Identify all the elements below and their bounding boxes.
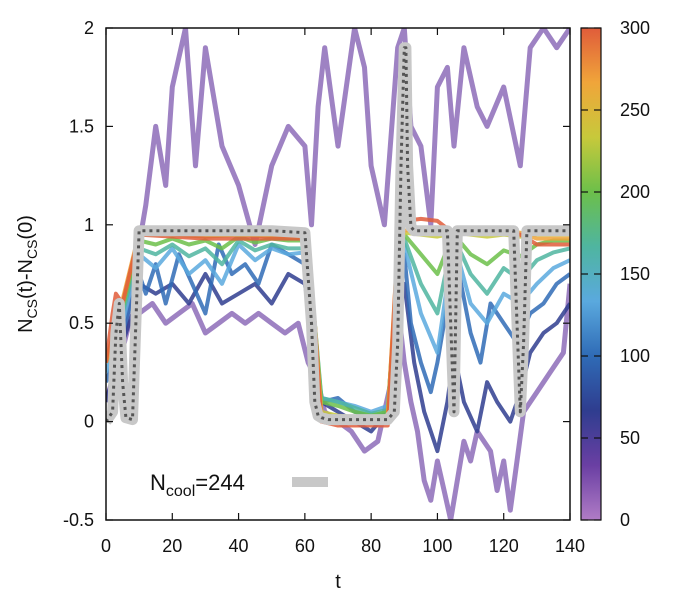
y-tick-label: 1.5 [69, 116, 94, 136]
colorbar-tick-label: 100 [620, 346, 650, 366]
y-axis-title-part: CS [24, 299, 40, 318]
colorbar-axis: 0 50 100 150 200 250 300 [581, 18, 650, 530]
colorbar-tick-label: 150 [620, 264, 650, 284]
y-axis-title: NCS(t)-NCS(0) [15, 215, 40, 333]
x-tick-label: 80 [361, 536, 381, 556]
legend-label-part: cool [166, 483, 195, 500]
legend-label: Ncool=244 [150, 470, 245, 500]
y-tick-label: -0.5 [63, 510, 94, 530]
x-tick-label: 60 [295, 536, 315, 556]
y-axis-title-part: N [15, 318, 37, 332]
y-axis-title-part: (t)-N [15, 259, 37, 299]
x-axis-title: t [335, 571, 341, 593]
colorbar-tick-label: 250 [620, 100, 650, 120]
x-tick-label: 140 [555, 536, 585, 556]
series-line-run-6 [106, 232, 570, 418]
y-axis-title-part: CS [24, 240, 40, 259]
y-tick-label: 1 [84, 215, 94, 235]
colorbar-tick-label: 0 [620, 510, 630, 530]
series-line-run-2 [106, 272, 570, 454]
legend-label-part: N [150, 470, 166, 495]
x-tick-label: 120 [489, 536, 519, 556]
x-axis: 0 20 40 60 80 100 120 140 [101, 28, 585, 556]
plot-frame [105, 27, 571, 521]
colorbar-tick-label: 300 [620, 18, 650, 38]
x-tick-label: 0 [101, 536, 111, 556]
x-tick-label: 100 [422, 536, 452, 556]
y-tick-label: 2 [84, 18, 94, 38]
y-axis-title-part: (0) [15, 215, 37, 239]
reference-line-dotted [106, 46, 570, 423]
y-axis: -0.5 0 0.5 1 1.5 2 [63, 18, 570, 530]
series-line-run-0 [106, 28, 570, 403]
y-tick-label: 0 [84, 412, 94, 432]
legend-label-part: =244 [195, 470, 245, 495]
reference-layer [106, 42, 570, 426]
colorbar-tick-label: 50 [620, 428, 640, 448]
x-tick-label: 20 [162, 536, 182, 556]
y-tick-label: 0.5 [69, 313, 94, 333]
colorbar-tick-label: 200 [620, 182, 650, 202]
legend: Ncool=244 [150, 470, 328, 500]
series-line-run-5 [106, 236, 570, 416]
x-tick-label: 40 [229, 536, 249, 556]
